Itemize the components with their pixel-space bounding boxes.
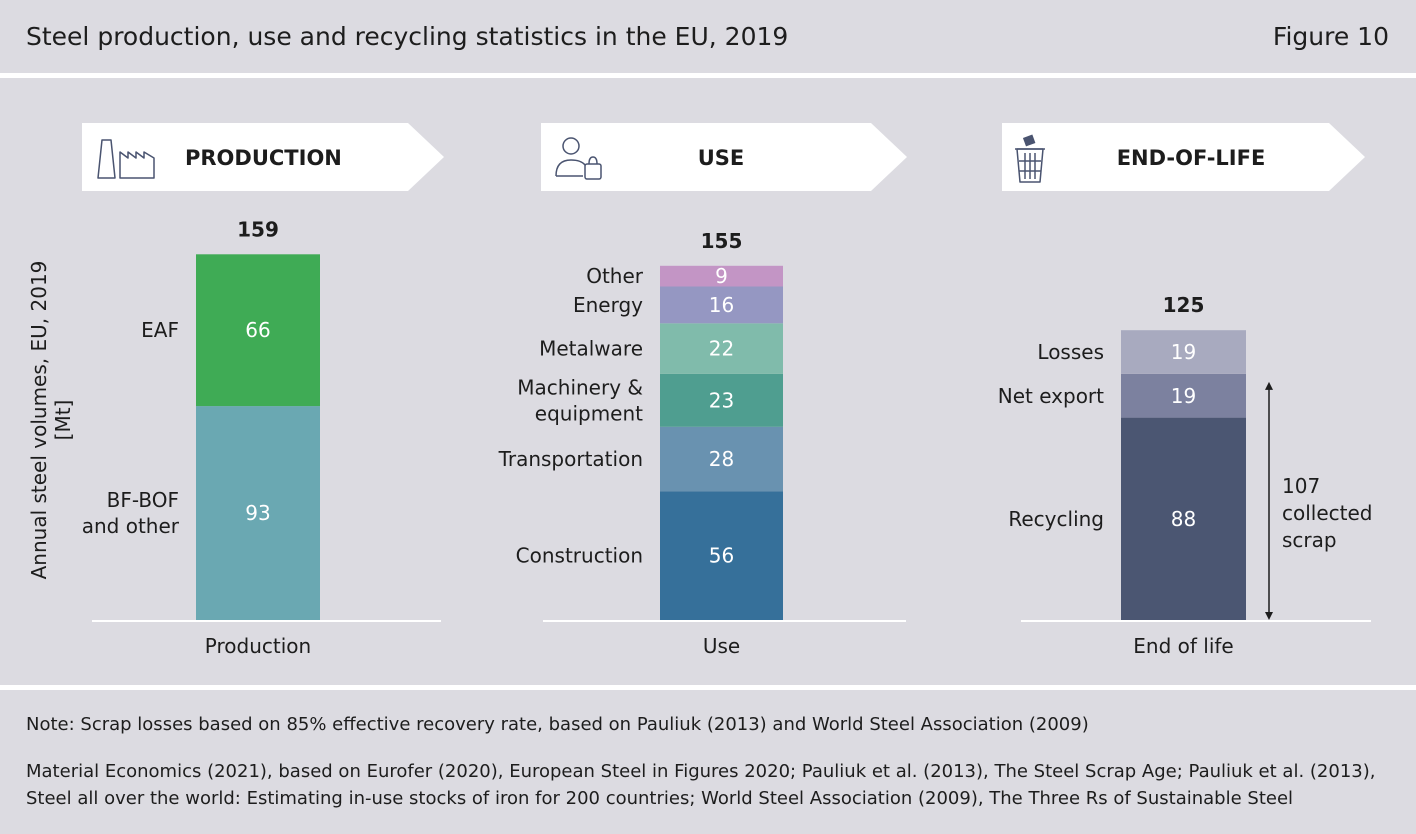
bar-total-label: 155 — [701, 229, 743, 253]
figure-number: Figure 10 — [1272, 22, 1389, 51]
steel-flow-chart: PRODUCTION USE END-OF-LIFE Annual steel vol… — [27, 123, 1373, 658]
bar-segment-metalware — [660, 323, 783, 374]
panel-banner-use: USE — [541, 123, 907, 191]
panel-banner-production: PRODUCTION — [82, 123, 444, 191]
segment-value-label: 66 — [245, 318, 270, 342]
bar-segment-net-export — [1121, 373, 1246, 418]
bar-segment-other — [660, 265, 783, 287]
collected-scrap-annotation: 107 collected scrap — [1265, 381, 1373, 620]
panel-label: USE — [698, 146, 745, 170]
annotation-arrowhead-top — [1265, 381, 1273, 390]
segment-value-label: 28 — [709, 447, 734, 471]
annotation-arrowhead-bottom — [1265, 612, 1273, 620]
footer-note: Note: Scrap losses based on 85% effectiv… — [26, 714, 1089, 735]
footer-source: Material Economics (2021), based on Euro… — [26, 761, 1376, 809]
segment-name-label: Energy — [573, 293, 643, 317]
segment-name-label: Metalware — [539, 337, 643, 361]
bar-segment-machinery-equipment — [660, 373, 783, 427]
segment-name-label: Net export — [998, 384, 1104, 408]
segment-name-label: EAF — [141, 318, 179, 342]
footer-divider — [0, 685, 1416, 690]
segment-value-label: 19 — [1171, 384, 1196, 408]
bar-segment-recycling — [1121, 417, 1246, 620]
x-category-label: End of life — [1133, 634, 1233, 658]
header-divider — [0, 73, 1416, 78]
person-bag-icon — [555, 137, 602, 180]
panel-banner-shape — [1002, 123, 1365, 191]
bar-total-label: 125 — [1163, 293, 1205, 317]
bar-total-label: 159 — [237, 217, 279, 241]
panel-banner-shape — [541, 123, 907, 191]
segment-value-label: 9 — [715, 264, 728, 288]
panel-label: END-OF-LIFE — [1117, 146, 1266, 170]
segment-value-label: 56 — [709, 544, 734, 568]
figure-title: Steel production, use and recycling stat… — [26, 22, 789, 51]
bar-segment-bf-bof-and-other — [196, 406, 320, 620]
segment-name-label: Recycling — [1008, 507, 1104, 531]
figure-header: Steel production, use and recycling stat… — [0, 0, 1416, 74]
stack-use: 56 Construction 28 Transportation 23 Machiner… — [498, 229, 906, 658]
segment-name-label: Transportation — [498, 447, 643, 471]
segment-value-label: 93 — [245, 501, 270, 525]
trash-bin-icon — [1015, 134, 1045, 183]
panel-label: PRODUCTION — [185, 146, 342, 170]
bar-segment-losses — [1121, 330, 1246, 374]
bar-segment-eaf — [196, 254, 320, 407]
segment-name-label: Other — [586, 264, 644, 288]
annotation-label: 107 collected scrap — [1282, 474, 1373, 552]
bar-segment-transportation — [660, 426, 783, 492]
segment-value-label: 16 — [709, 293, 734, 317]
panel-banner-shape — [82, 123, 444, 191]
segment-value-label: 88 — [1171, 507, 1196, 531]
segment-value-label: 19 — [1171, 340, 1196, 364]
segment-name-label: Construction — [516, 544, 643, 568]
segment-name-label: Machinery & equipment — [517, 375, 643, 425]
segment-name-label: BF-BOF and other — [82, 488, 180, 538]
segment-value-label: 22 — [709, 337, 734, 361]
segment-name-label: Losses — [1037, 340, 1104, 364]
bar-segment-construction — [660, 491, 783, 620]
bar-segment-energy — [660, 286, 783, 324]
x-category-label: Production — [205, 634, 311, 658]
panel-banner-end-of-life: END-OF-LIFE — [1002, 123, 1365, 191]
y-axis-label: Annual steel volumes, EU, 2019[Mt] — [27, 261, 75, 580]
segment-value-label: 23 — [709, 388, 734, 412]
stack-end-of-life: 88 Recycling 19 Net export 19 Losses 125 End of… — [998, 293, 1371, 658]
stack-production: 93 BF-BOF and other 66 EAF 159 Production — [82, 217, 441, 658]
factory-icon — [97, 139, 155, 179]
x-category-label: Use — [703, 634, 740, 658]
